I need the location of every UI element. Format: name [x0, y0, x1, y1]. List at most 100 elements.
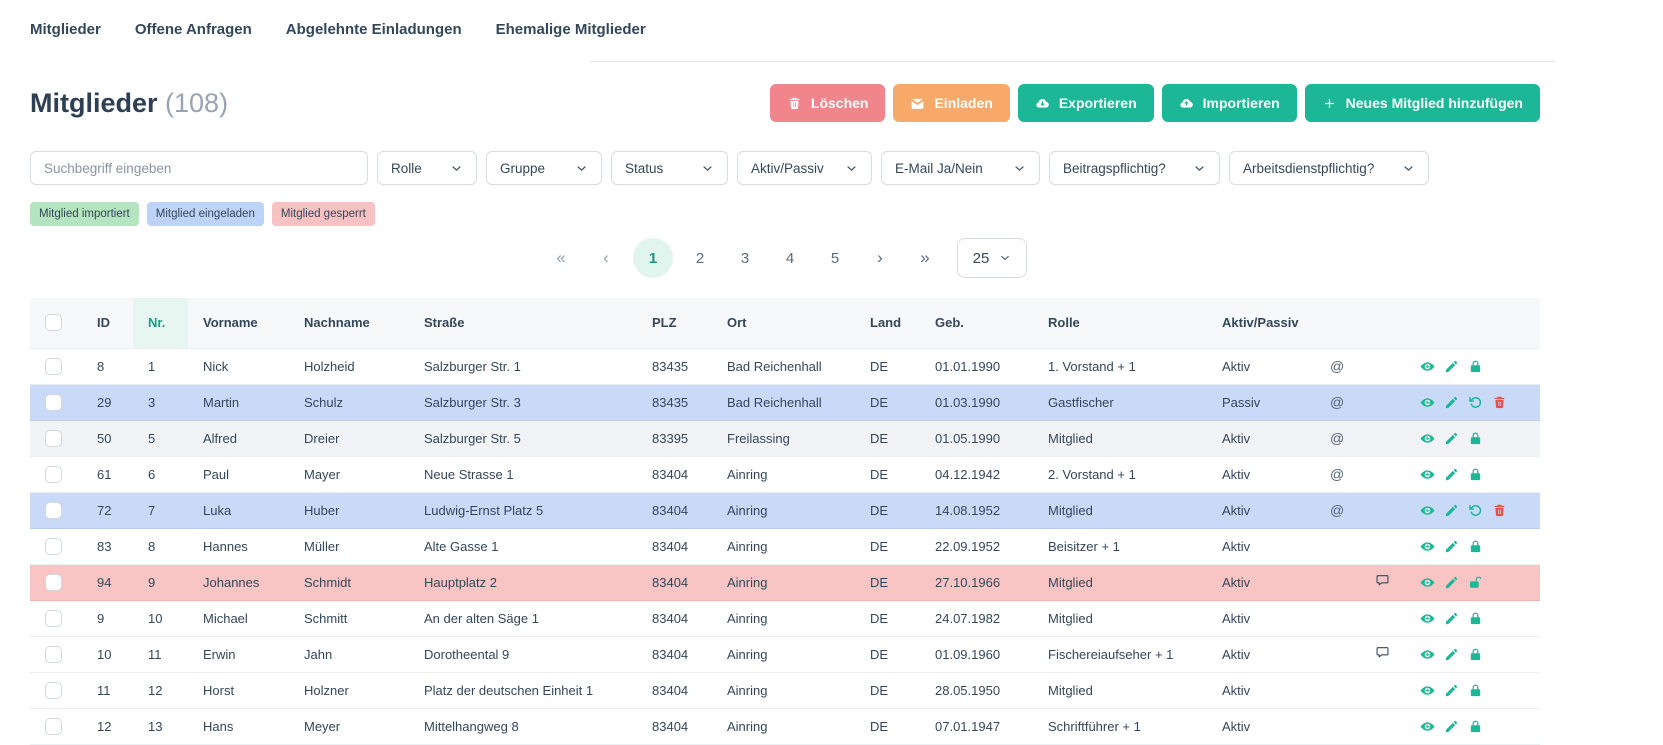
search-input[interactable]: [30, 151, 368, 185]
view-member-button[interactable]: [1420, 431, 1435, 446]
export-button[interactable]: Exportieren: [1017, 84, 1154, 122]
table-row[interactable]: 29 3 Martin Schulz Salzburger Str. 3 83435 Bad…: [30, 384, 1540, 421]
edit-member-button[interactable]: [1444, 467, 1459, 482]
row-checkbox[interactable]: [45, 645, 62, 663]
col-header-nachname[interactable]: Nachname: [289, 298, 409, 348]
col-header-aktiv-passiv[interactable]: Aktiv/Passiv: [1207, 298, 1315, 348]
row-checkbox[interactable]: [45, 681, 62, 699]
edit-member-button[interactable]: [1444, 575, 1459, 590]
edit-member-button[interactable]: [1444, 539, 1459, 554]
edit-member-button[interactable]: [1444, 683, 1459, 698]
row-checkbox[interactable]: [45, 357, 62, 375]
table-row[interactable]: 8 1 Nick Holzheid Salzburger Str. 1 83435 Bad …: [30, 347, 1540, 385]
unlock-member-button[interactable]: [1468, 575, 1483, 590]
row-checkbox[interactable]: [45, 393, 62, 411]
view-member-button[interactable]: [1420, 683, 1435, 698]
row-checkbox[interactable]: [45, 717, 62, 735]
lock-member-button[interactable]: [1468, 647, 1483, 662]
tab-ehemalige-mitglieder[interactable]: Ehemalige Mitglieder: [495, 21, 646, 38]
lock-member-button[interactable]: [1468, 683, 1483, 698]
col-header-plz[interactable]: PLZ: [637, 298, 712, 348]
filter-e-mail-ja-nein[interactable]: E-Mail Ja/Nein: [881, 151, 1040, 185]
select-all-checkbox[interactable]: [45, 314, 62, 332]
view-member-button[interactable]: [1420, 503, 1435, 518]
edit-member-button[interactable]: [1444, 395, 1459, 410]
table-row[interactable]: 61 6 Paul Mayer Neue Strasse 1 83404 Ainring DE…: [30, 456, 1540, 493]
add-member-button[interactable]: Neues Mitglied hinzufügen: [1304, 84, 1540, 122]
edit-member-button[interactable]: [1444, 503, 1459, 518]
row-checkbox[interactable]: [45, 501, 62, 519]
row-checkbox[interactable]: [45, 537, 62, 555]
page-3-button[interactable]: 3: [740, 249, 750, 267]
first-page-button[interactable]: «: [556, 248, 566, 267]
filter-beitragspflichtig[interactable]: Beitragspflichtig?: [1049, 151, 1220, 185]
col-header-nr[interactable]: Nr.: [133, 298, 188, 348]
filter-rolle[interactable]: Rolle: [377, 151, 477, 185]
page-4-button[interactable]: 4: [785, 249, 795, 267]
table-row[interactable]: 11 12 Horst Holzner Platz der deutschen Einh…: [30, 672, 1540, 709]
row-checkbox[interactable]: [45, 429, 62, 447]
lock-member-button[interactable]: [1468, 611, 1483, 626]
edit-member-button[interactable]: [1444, 719, 1459, 734]
next-page-button[interactable]: ›: [877, 248, 883, 267]
table-row[interactable]: 94 9 Johannes Schmidt Hauptplatz 2 83404 Ainri…: [30, 564, 1540, 601]
lock-member-button[interactable]: [1468, 719, 1483, 734]
tab-abgelehnte-einladungen[interactable]: Abgelehnte Einladungen: [285, 21, 462, 38]
comment-icon[interactable]: [1375, 645, 1390, 660]
filter-status[interactable]: Status: [611, 151, 728, 185]
view-member-button[interactable]: [1420, 611, 1435, 626]
table-row[interactable]: 9 10 Michael Schmitt An der alten Säge 1 8340…: [30, 600, 1540, 637]
table-row[interactable]: 72 7 Luka Huber Ludwig-Ernst Platz 5 83404 Ain…: [30, 492, 1540, 529]
view-member-button[interactable]: [1420, 575, 1435, 590]
page-2-button[interactable]: 2: [695, 249, 705, 267]
invite-button[interactable]: Einladen: [893, 84, 1010, 122]
edit-member-button[interactable]: [1444, 431, 1459, 446]
lock-member-button[interactable]: [1468, 359, 1483, 374]
chevron-down-icon: [1193, 162, 1206, 175]
col-header-ort[interactable]: Ort: [712, 298, 855, 348]
page-size-select[interactable]: 25: [957, 238, 1027, 278]
table-row[interactable]: 10 11 Erwin Jahn Dorotheental 9 83404 Ainring D…: [30, 636, 1540, 673]
table-row[interactable]: 50 5 Alfred Dreier Salzburger Str. 5 83395 Fre…: [30, 420, 1540, 457]
tab-mitglieder[interactable]: Mitglieder: [30, 21, 101, 38]
lock-member-button[interactable]: [1468, 467, 1483, 482]
col-header-geb[interactable]: Geb.: [920, 298, 1033, 348]
lock-member-button[interactable]: [1468, 431, 1483, 446]
last-page-button[interactable]: »: [920, 248, 930, 267]
cell-email: [1315, 672, 1360, 709]
import-button[interactable]: Importieren: [1161, 84, 1297, 122]
view-member-button[interactable]: [1420, 359, 1435, 374]
restore-member-button[interactable]: [1468, 395, 1483, 410]
edit-member-button[interactable]: [1444, 647, 1459, 662]
view-member-button[interactable]: [1420, 467, 1435, 482]
row-checkbox[interactable]: [45, 609, 62, 627]
filter-gruppe[interactable]: Gruppe: [486, 151, 602, 185]
tab-offene-anfragen[interactable]: Offene Anfragen: [134, 21, 252, 38]
page-5-button[interactable]: 5: [830, 249, 840, 267]
table-row[interactable]: 12 13 Hans Meyer Mittelhangweg 8 83404 Ainring…: [30, 708, 1540, 745]
view-member-button[interactable]: [1420, 395, 1435, 410]
col-header-rolle[interactable]: Rolle: [1033, 298, 1207, 348]
view-member-button[interactable]: [1420, 719, 1435, 734]
table-row[interactable]: 83 8 Hannes Müller Alte Gasse 1 83404 Ainring D…: [30, 528, 1540, 565]
row-checkbox[interactable]: [45, 465, 62, 483]
restore-member-button[interactable]: [1468, 503, 1483, 518]
delete-member-button[interactable]: [1492, 503, 1507, 518]
col-header-vorname[interactable]: Vorname: [188, 298, 289, 348]
filter-arbeitsdienstpflichtig[interactable]: Arbeitsdienstpflichtig?: [1229, 151, 1429, 185]
col-header-land[interactable]: Land: [855, 298, 920, 348]
edit-member-button[interactable]: [1444, 359, 1459, 374]
delete-member-button[interactable]: [1492, 395, 1507, 410]
comment-icon[interactable]: [1375, 573, 1390, 588]
delete-button[interactable]: Löschen: [769, 84, 886, 122]
col-header-straße[interactable]: Straße: [409, 298, 637, 348]
view-member-button[interactable]: [1420, 647, 1435, 662]
filter-aktiv-passiv[interactable]: Aktiv/Passiv: [737, 151, 872, 185]
row-checkbox[interactable]: [45, 573, 62, 591]
view-member-button[interactable]: [1420, 539, 1435, 554]
lock-member-button[interactable]: [1468, 539, 1483, 554]
edit-member-button[interactable]: [1444, 611, 1459, 626]
page-1-button[interactable]: 1: [633, 238, 673, 278]
prev-page-button[interactable]: ‹: [603, 248, 609, 267]
col-header-id[interactable]: ID: [82, 298, 133, 348]
